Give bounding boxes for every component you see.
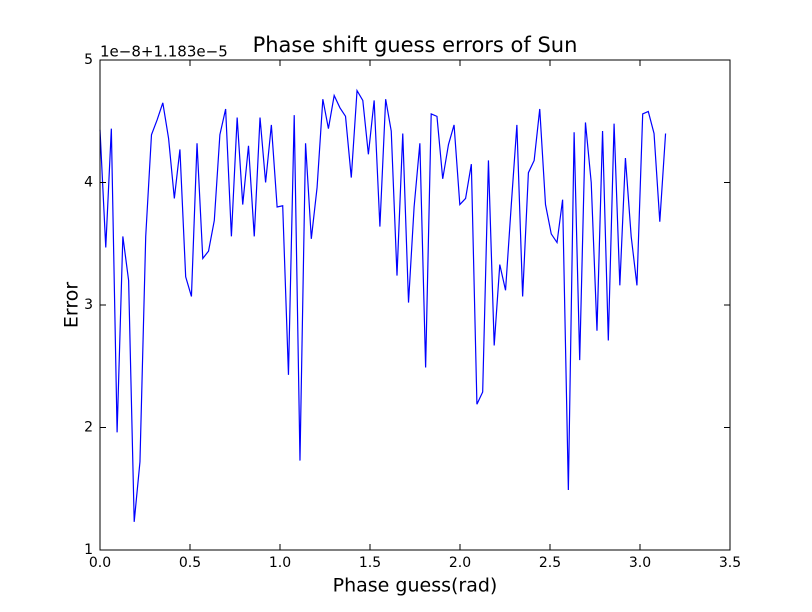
y-tick-label: 5 xyxy=(84,52,93,68)
x-tick-label: 1.0 xyxy=(269,555,291,571)
y-tick-label: 1 xyxy=(84,542,93,558)
x-tick-label: 3.5 xyxy=(719,555,741,571)
y-axis-label: Error xyxy=(61,282,83,329)
y-tick-label: 3 xyxy=(84,297,93,313)
y-tick-label: 4 xyxy=(84,175,93,191)
x-tick-label: 0.0 xyxy=(89,555,111,571)
y-tick-label: 2 xyxy=(84,420,93,436)
x-tick-label: 3.0 xyxy=(629,555,651,571)
x-tick-label: 0.5 xyxy=(179,555,201,571)
x-tick-label: 2.0 xyxy=(449,555,471,571)
chart-title: Phase shift guess errors of Sun xyxy=(253,33,578,57)
x-tick-label: 2.5 xyxy=(539,555,561,571)
x-tick-label: 1.5 xyxy=(359,555,381,571)
data-line xyxy=(99,88,667,522)
x-axis-label: Phase guess(rad) xyxy=(333,575,498,597)
y-offset-text: 1e−8+1.183e−5 xyxy=(100,43,228,61)
